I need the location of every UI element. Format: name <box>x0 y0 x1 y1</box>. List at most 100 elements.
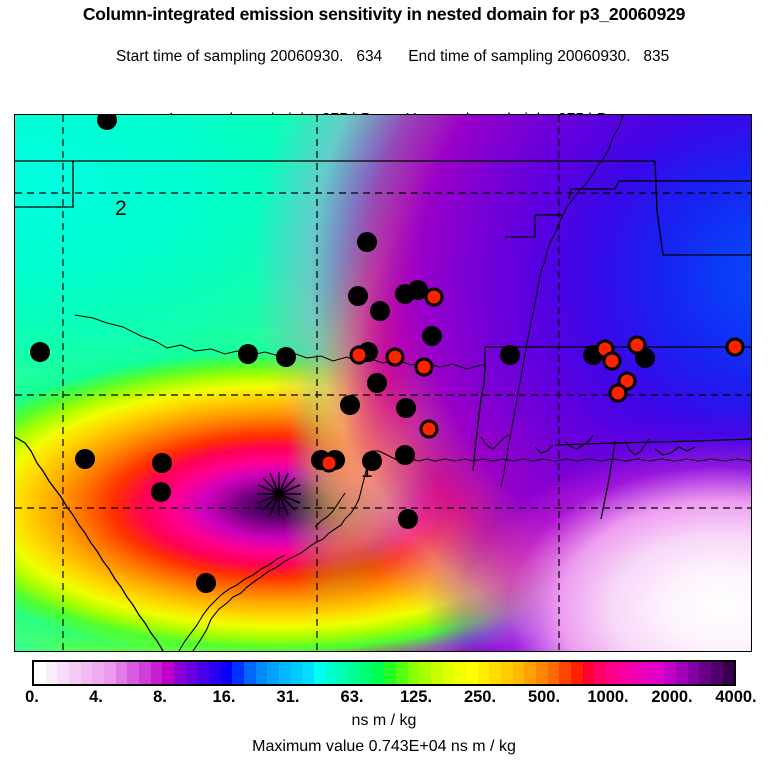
colorbar-band <box>197 662 210 684</box>
colorbar-band <box>710 662 723 684</box>
colorbar-tick-label: 125. <box>399 688 433 706</box>
colorbar-band <box>605 662 618 684</box>
colorbar-band <box>290 662 303 684</box>
colorbar-band <box>594 662 606 684</box>
colorbar-band <box>325 662 338 684</box>
colorbar-band <box>92 662 105 684</box>
maximum-value-label: Maximum value 0.743E+04 ns m / kg <box>252 738 516 755</box>
station-marker[interactable] <box>396 398 416 418</box>
river-and-eastern-borders <box>500 115 751 520</box>
colorbar-band <box>524 662 536 684</box>
colorbar-band <box>162 662 175 684</box>
colorbar-band <box>337 662 350 684</box>
colorbar <box>32 660 736 686</box>
colorbar-band <box>69 662 81 684</box>
station-marker[interactable] <box>348 286 368 306</box>
station-marker[interactable] <box>238 344 258 364</box>
colorbar-tick-label: 8. <box>153 688 167 706</box>
station-marker[interactable] <box>362 451 382 471</box>
colorbar-band <box>255 662 268 684</box>
station-marker-active[interactable] <box>319 453 339 473</box>
station-marker-active[interactable] <box>349 345 369 365</box>
colorbar-band <box>535 662 548 684</box>
colorbar-band <box>384 662 396 684</box>
colorbar-band <box>57 662 70 684</box>
domain-label-1: 1 <box>361 459 373 482</box>
colorbar-band <box>465 662 478 684</box>
map-vector-overlay: 2 1 <box>15 115 751 651</box>
station-marker[interactable] <box>75 449 95 469</box>
colorbar-band <box>664 662 676 684</box>
colorbar-band <box>722 662 735 684</box>
start-time-label: Start time of sampling 20060930. 634 <box>115 48 383 65</box>
station-marker[interactable] <box>367 373 387 393</box>
colorbar-band <box>267 662 280 684</box>
station-marker[interactable] <box>151 482 171 502</box>
release-point-marker <box>257 472 301 516</box>
colorbar-tick-label: 4000. <box>715 688 757 706</box>
page-title: Column-integrated emission sensitivity i… <box>82 4 686 24</box>
station-marker[interactable] <box>357 232 377 252</box>
station-marker[interactable] <box>97 114 117 130</box>
colorbar-band <box>489 662 501 684</box>
colorbar-tick-label: 250. <box>463 688 497 706</box>
colorbar-tick-labels: 0. 4. 8. 16. 31. 63. 125. 250. 500. 1000. 2000. 400… <box>0 688 768 710</box>
colorbar-tick-label: 1000. <box>587 688 629 706</box>
station-markers-black <box>30 114 655 593</box>
sampling-time-line: Start time of sampling 20060930. 634 End … <box>0 25 768 88</box>
station-marker[interactable] <box>152 453 172 473</box>
colorbar-band <box>302 662 315 684</box>
station-marker-active[interactable] <box>414 357 434 377</box>
colorbar-band <box>80 662 93 684</box>
station-marker-active[interactable] <box>725 337 745 357</box>
station-marker[interactable] <box>500 345 520 365</box>
station-marker[interactable] <box>395 284 415 304</box>
colorbar-band <box>279 662 291 684</box>
colorbar-band <box>395 662 408 684</box>
colorbar-band <box>115 662 128 684</box>
colorbar-band <box>232 662 245 684</box>
colorbar-band <box>139 662 151 684</box>
colorbar-tick-label: 31. <box>276 688 300 706</box>
end-time-label: End time of sampling 20060930. 835 <box>408 48 670 65</box>
colorbar-band <box>407 662 420 684</box>
station-marker[interactable] <box>422 326 442 346</box>
colorbar-band <box>244 662 256 684</box>
colorbar-band <box>512 662 525 684</box>
colorbar-band <box>640 662 653 684</box>
station-marker[interactable] <box>196 573 216 593</box>
colorbar-band <box>699 662 711 684</box>
station-marker-active[interactable] <box>424 287 444 307</box>
station-marker-active[interactable] <box>608 383 628 403</box>
station-marker-active[interactable] <box>385 347 405 367</box>
station-marker[interactable] <box>30 342 50 362</box>
colorbar-band <box>442 662 455 684</box>
colorbar-tick-label: 63. <box>340 688 364 706</box>
station-marker-active[interactable] <box>602 351 622 371</box>
domain-label-2: 2 <box>115 197 127 220</box>
station-marker[interactable] <box>398 509 418 529</box>
station-marker[interactable] <box>276 347 296 367</box>
station-marker-active[interactable] <box>419 419 439 439</box>
colorbar-band <box>349 662 361 684</box>
colorbar-band <box>687 662 700 684</box>
colorbar-band <box>104 662 116 684</box>
colorbar-band <box>419 662 431 684</box>
colorbar-band <box>559 662 571 684</box>
station-marker[interactable] <box>340 395 360 415</box>
colorbar-band <box>675 662 688 684</box>
colorbar-tick-label: 0. <box>25 688 39 706</box>
colorbar-band <box>220 662 233 684</box>
colorbar-tick-label: 2000. <box>651 688 693 706</box>
map-plot-area: 2 1 <box>14 114 752 652</box>
colorbar-band <box>185 662 198 684</box>
colorbar-band <box>582 662 595 684</box>
colorbar-band <box>430 662 443 684</box>
colorbar-tick-label: 500. <box>527 688 561 706</box>
station-marker-active[interactable] <box>627 335 647 355</box>
colorbar-tick-label: 4. <box>89 688 103 706</box>
coastline <box>178 434 751 651</box>
station-marker[interactable] <box>395 445 415 465</box>
station-marker[interactable] <box>370 301 390 321</box>
colorbar-band <box>34 662 46 684</box>
